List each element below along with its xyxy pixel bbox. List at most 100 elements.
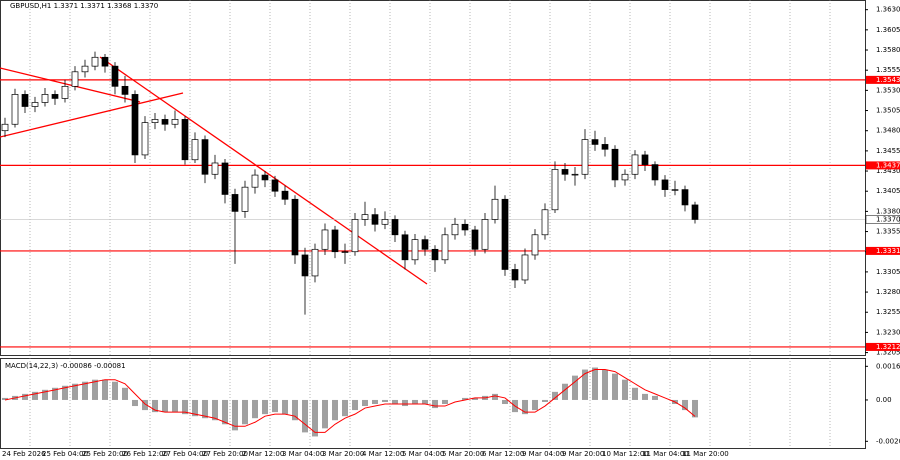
y-tick-label: 1.3505 — [876, 107, 900, 115]
candle-body — [11, 94, 19, 125]
macd-bar — [72, 383, 78, 400]
candle-body — [271, 179, 279, 192]
macd-bar — [322, 399, 328, 429]
macd-bar — [132, 399, 138, 407]
y-tick-label: 1.3305 — [876, 268, 900, 276]
macd-bar — [422, 399, 428, 405]
y-tick-label: 1.3430 — [876, 167, 900, 175]
macd-bar — [162, 399, 168, 413]
macd-bar — [532, 399, 538, 411]
macd-panel — [0, 358, 866, 449]
macd-bar — [102, 379, 108, 400]
macd-bar — [562, 383, 568, 400]
y-tick-label: 1.3555 — [876, 66, 900, 74]
x-tick-label: 27 Feb 20:00 — [202, 450, 248, 458]
candle-body — [371, 214, 379, 225]
macd-bar — [542, 399, 548, 402]
candle-body — [531, 234, 539, 256]
candle-body — [521, 254, 529, 281]
x-tick-label: 24 Feb 2026 — [2, 450, 46, 458]
candle-body — [571, 173, 579, 176]
macd-y-tick-label: -0.00204 — [876, 437, 900, 445]
candle-body — [331, 229, 339, 253]
candle-body — [261, 174, 269, 181]
candle-body — [241, 186, 249, 212]
x-tick-label: 3 Mar 20:00 — [322, 450, 364, 458]
macd-bar — [682, 399, 688, 411]
macd-bar — [302, 399, 308, 433]
candle-body — [351, 219, 359, 253]
macd-bar — [92, 379, 98, 400]
macd-bar — [222, 399, 228, 425]
macd-bar — [182, 399, 188, 415]
candle-body — [651, 164, 659, 181]
macd-bar — [652, 395, 658, 400]
candle-body — [291, 198, 299, 256]
candle-body — [231, 194, 239, 212]
candle-body — [41, 94, 49, 103]
y-tick-label: 1.3255 — [876, 308, 900, 316]
macd-y-tick-label: 0.00 — [876, 396, 892, 404]
macd-bar — [22, 393, 28, 400]
x-tick-label: 2 Mar 12:00 — [242, 450, 284, 458]
y-tick-label: 1.3230 — [876, 328, 900, 336]
macd-bar — [502, 399, 508, 405]
y-tick-label: 1.3605 — [876, 26, 900, 34]
candle-body — [71, 71, 79, 87]
macd-title: MACD(14,22,3) -0.00086 -0.00081 — [5, 362, 126, 370]
candle-body — [251, 174, 259, 188]
macd-bar — [592, 367, 598, 400]
candle-body — [181, 119, 189, 161]
y-tick-label: 1.3405 — [876, 187, 900, 195]
candle-body — [671, 189, 679, 191]
candle-body — [191, 139, 199, 161]
macd-bar — [462, 397, 468, 400]
candle-body — [151, 119, 159, 123]
candle-body — [201, 139, 209, 175]
macd-bar — [212, 399, 218, 421]
x-tick-label: 25 Feb 20:00 — [82, 450, 128, 458]
candle-body — [691, 204, 699, 220]
macd-bar — [692, 399, 698, 418]
candle-body — [321, 229, 329, 250]
level-label: 1.3437 — [876, 161, 900, 169]
macd-y-tick-label: 0.00166 — [876, 362, 900, 370]
x-tick-label: 11 Mar 20:00 — [682, 450, 729, 458]
candle-body — [31, 102, 39, 107]
chart-title: GBPUSD,H1 1.3371 1.3371 1.3368 1.3370 — [10, 2, 158, 10]
candle-body — [611, 148, 619, 181]
y-tick-label: 1.3205 — [876, 349, 900, 357]
last-price-box — [865, 215, 900, 224]
macd-bar — [42, 389, 48, 400]
candle-body — [111, 65, 119, 87]
trend-line — [0, 67, 141, 103]
x-tick-label: 9 Mar 04:00 — [522, 450, 564, 458]
y-tick-label: 1.3355 — [876, 228, 900, 236]
last-price-label: 1.3370 — [876, 215, 900, 223]
level-box — [866, 161, 900, 170]
candle-body — [221, 162, 229, 195]
macd-bar — [272, 399, 278, 413]
macd-bar — [492, 393, 498, 400]
candle-body — [431, 248, 439, 261]
x-tick-label: 27 Feb 04:00 — [162, 450, 208, 458]
x-tick-label: 3 Mar 04:00 — [282, 450, 324, 458]
candle-body — [421, 239, 429, 250]
macd-bar — [112, 381, 118, 400]
macd-bar — [342, 399, 348, 417]
macd-bar — [362, 399, 368, 407]
candle-body — [301, 254, 309, 277]
candle-body — [491, 198, 499, 220]
macd-bar — [142, 399, 148, 411]
candle-body — [51, 94, 59, 99]
macd-bar — [332, 399, 338, 421]
macd-bar — [292, 399, 298, 421]
macd-bar — [392, 399, 398, 405]
candle-body — [391, 219, 399, 236]
level-label: 1.3331 — [876, 247, 900, 255]
trend-lines — [0, 56, 428, 285]
candle-body — [681, 189, 689, 206]
y-tick-label: 1.3630 — [876, 6, 900, 14]
candle-body — [361, 214, 369, 220]
